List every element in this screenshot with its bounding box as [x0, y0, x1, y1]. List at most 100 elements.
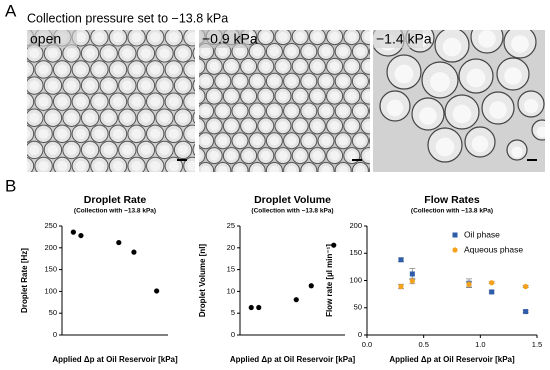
y-tick-label: 50 [354, 303, 362, 312]
droplet-core [278, 121, 288, 131]
point [70, 229, 76, 235]
droplet-core [29, 80, 40, 91]
droplet-core [252, 136, 262, 146]
droplet-core [269, 165, 280, 172]
chart-subtitle: (Collection with −13.8 kPa) [251, 208, 333, 215]
micrograph [199, 30, 370, 172]
droplet-core [355, 165, 366, 172]
x-tick-label: 1.5 [532, 340, 542, 349]
droplet-core [243, 91, 254, 101]
droplet [369, 136, 370, 145]
droplet-core [452, 104, 472, 124]
droplet-core [200, 46, 211, 57]
droplet-core [38, 160, 49, 172]
x-axis-label: Applied Δp at Oil Reservoir [kPa] [52, 355, 178, 364]
droplet-core [338, 165, 348, 172]
droplet-core [304, 76, 314, 86]
chart-title: Droplet Volume [254, 194, 331, 206]
droplet [369, 166, 370, 172]
y-tick-label: 50 [49, 308, 57, 317]
droplet-core [235, 76, 245, 86]
droplet-core [235, 46, 245, 57]
droplet-core [47, 80, 59, 91]
droplet-core [200, 136, 211, 146]
droplet-core [199, 62, 202, 71]
droplet-core [75, 64, 86, 75]
label-bg [199, 30, 249, 48]
droplet-core [140, 48, 152, 59]
droplet-core [321, 76, 331, 86]
droplet-core [187, 96, 195, 107]
droplet-core [511, 146, 523, 158]
droplet-core [278, 31, 288, 42]
droplet-core [235, 136, 245, 146]
droplet-core [112, 128, 124, 139]
droplet-core [261, 61, 271, 72]
droplet [27, 60, 35, 79]
droplet-core [177, 144, 189, 156]
droplet-core [112, 64, 124, 75]
droplet-core [295, 31, 305, 42]
droplet-core [435, 137, 455, 157]
legend-marker [452, 247, 458, 253]
droplet-core [168, 128, 179, 139]
droplet-core [286, 165, 297, 172]
droplet-core [66, 80, 77, 91]
droplet-core [209, 121, 219, 131]
droplet-core [29, 112, 40, 123]
droplet-core [295, 150, 305, 161]
droplet-core [364, 31, 370, 42]
droplet-core [226, 91, 237, 101]
droplet-core [122, 112, 133, 123]
droplet-core [84, 144, 96, 156]
droplet-core [187, 32, 195, 43]
droplet [192, 79, 195, 92]
droplet-core [218, 165, 228, 172]
droplet-core [103, 80, 114, 91]
droplet-core [226, 61, 237, 72]
panel-label: A [5, 1, 17, 20]
point [116, 239, 122, 246]
y-axis-label: Droplet Rate [Hz] [20, 248, 29, 313]
droplet-core [312, 91, 323, 101]
point [489, 280, 495, 286]
droplet [27, 157, 35, 172]
droplet-core [338, 106, 348, 116]
droplet-core [103, 112, 114, 123]
droplet-core [150, 128, 161, 139]
droplet [199, 58, 206, 75]
droplet-core [312, 61, 323, 72]
droplet-core [131, 128, 142, 139]
y-tick-label: 0 [358, 330, 362, 339]
droplet [192, 47, 195, 60]
droplet-core [347, 150, 357, 161]
droplet-core [295, 91, 305, 101]
droplet-core [364, 121, 370, 131]
droplet-core [295, 121, 305, 131]
droplet-core [66, 48, 77, 59]
droplet-core [269, 106, 280, 116]
droplet-core [243, 121, 254, 131]
droplet-core [94, 128, 105, 139]
droplet-core [200, 165, 211, 172]
droplet-core [442, 37, 462, 57]
y-tick-label: 0 [231, 330, 235, 339]
droplet-core [355, 76, 366, 86]
droplet-core [150, 160, 161, 172]
micrograph [27, 30, 195, 172]
point [78, 232, 84, 239]
y-axis-label: Droplet Volume [nl] [198, 244, 207, 318]
droplet-core [159, 48, 170, 59]
x-axis-label: Applied Δp at Oil Reservoir [kPa] [230, 355, 356, 364]
droplet-core [140, 144, 152, 156]
droplet-core [278, 91, 288, 101]
point [523, 309, 529, 315]
y-tick-label: 100 [44, 286, 57, 295]
droplet-core [286, 76, 297, 86]
droplet-core [329, 61, 340, 72]
droplet-core [159, 112, 170, 123]
droplet-core [84, 48, 96, 59]
x-axis-label: Applied Δp at Oil Reservoir [kPa] [389, 355, 515, 364]
droplet-core [66, 144, 77, 156]
droplet-core [355, 46, 366, 57]
